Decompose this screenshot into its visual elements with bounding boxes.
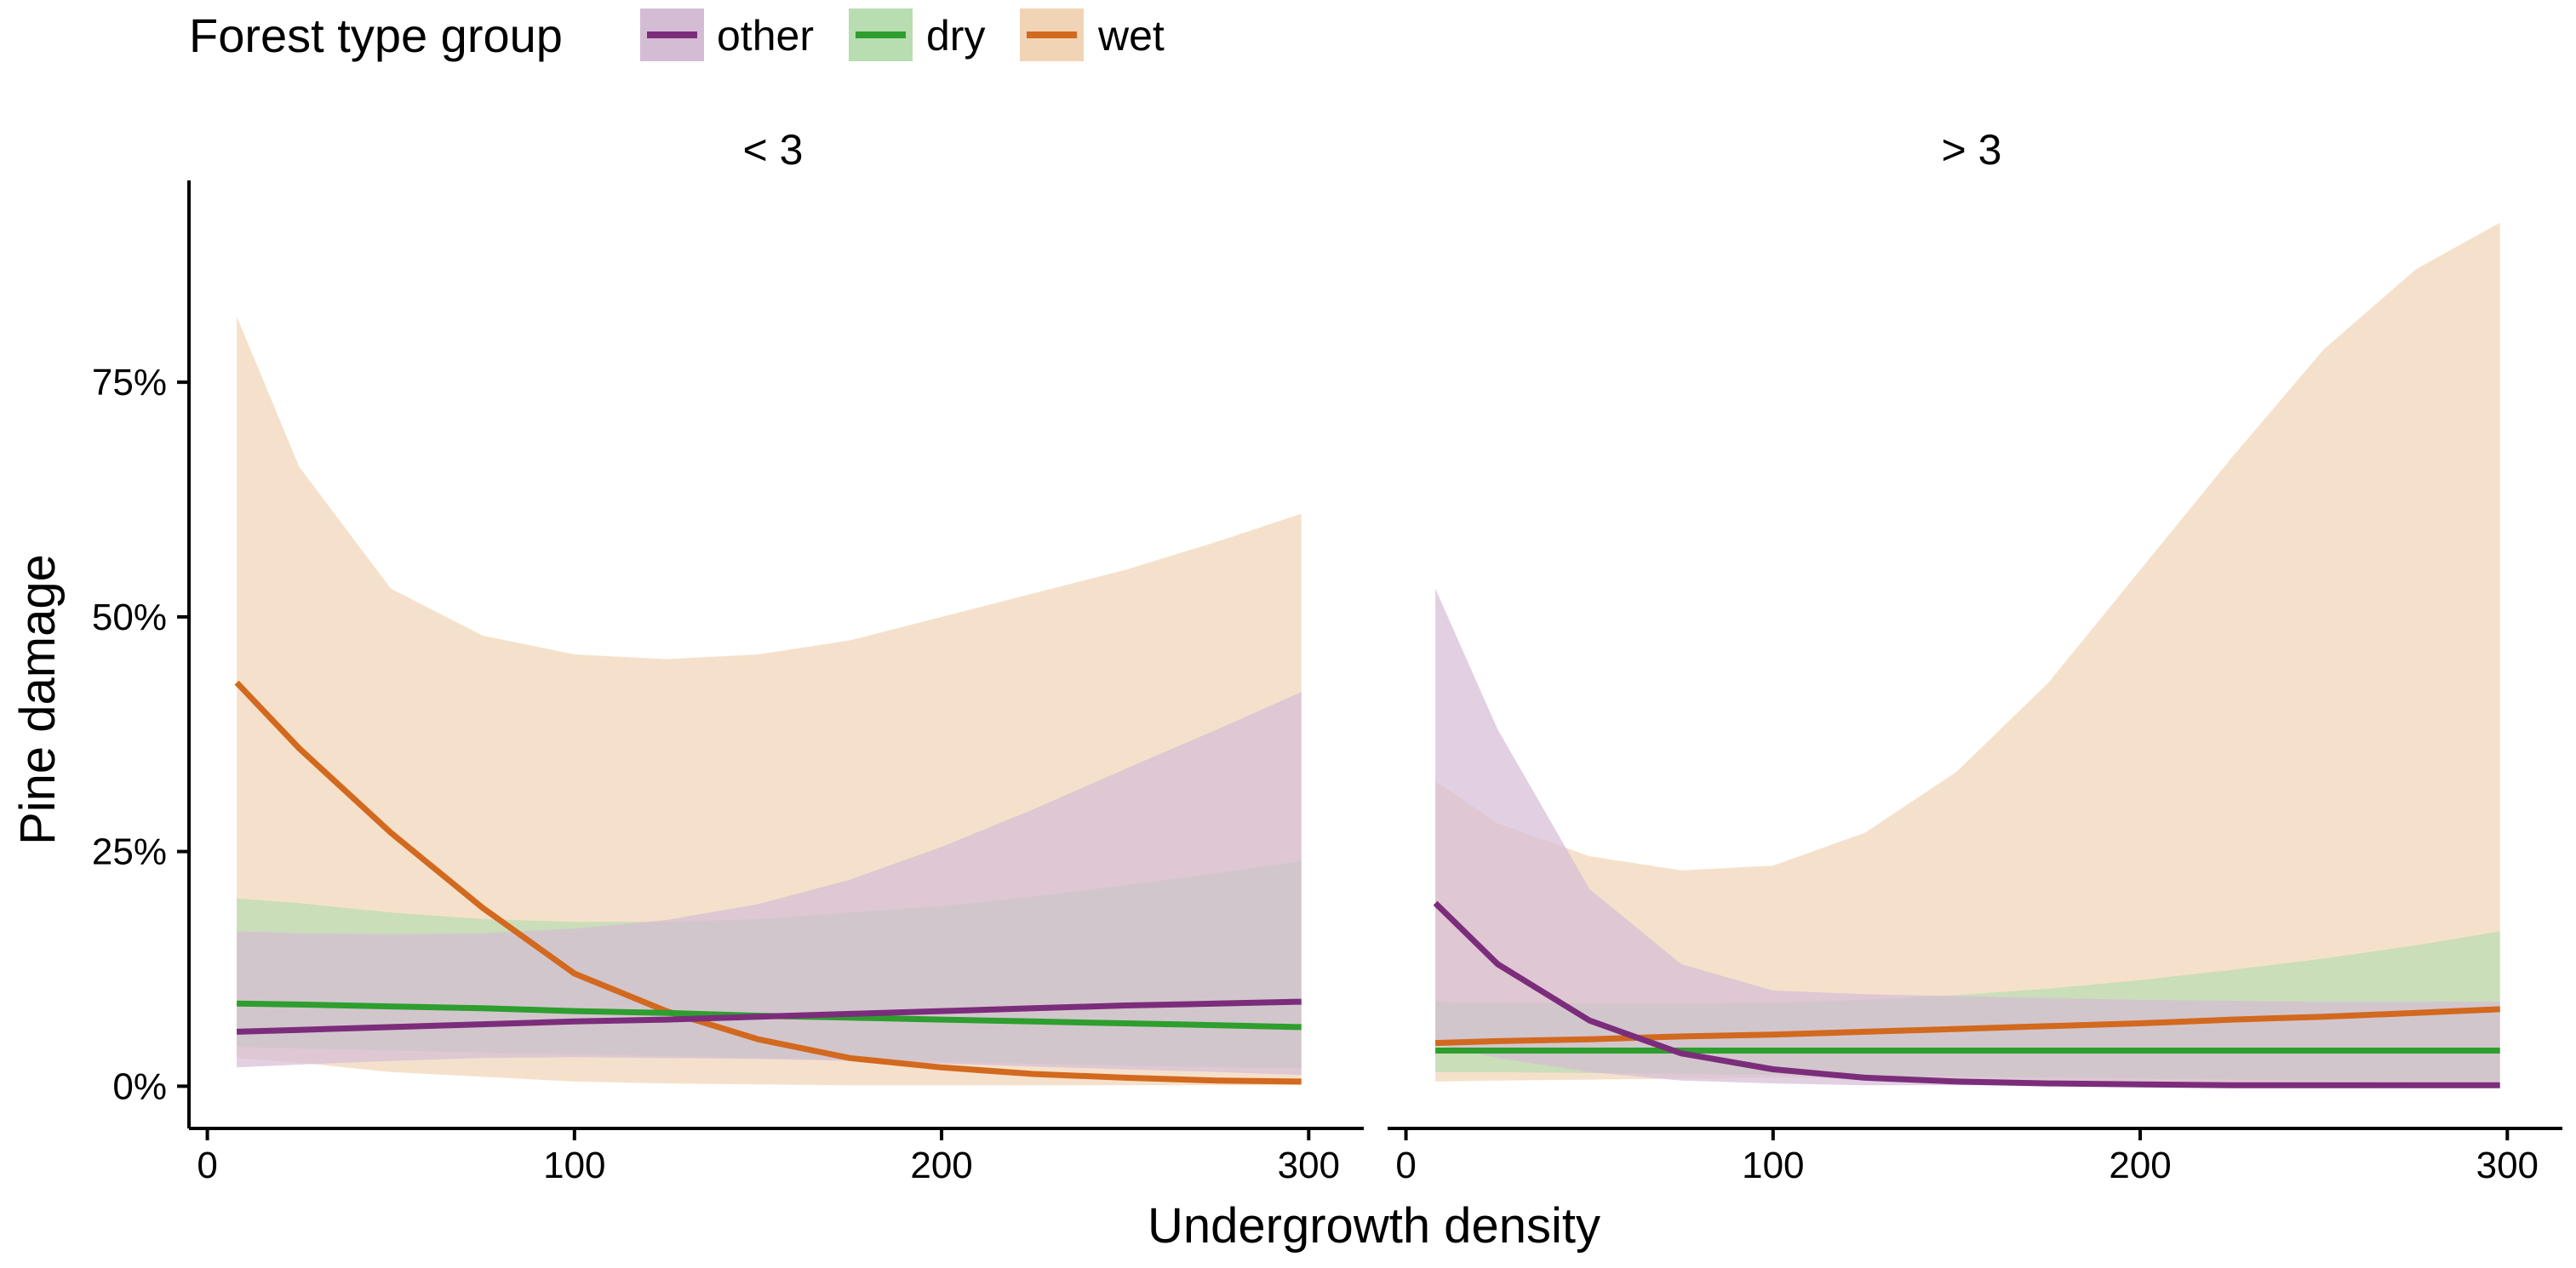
- panel-strip-gt3: > 3: [1942, 126, 2002, 174]
- y-axis-title: Pine damage: [10, 554, 66, 845]
- y-tick-label: 75%: [92, 362, 167, 403]
- y-tick-label: 50%: [92, 597, 167, 638]
- x-tick-label: 200: [910, 1145, 972, 1186]
- x-tick-label: 300: [1278, 1145, 1340, 1186]
- panel-strip-lt3: < 3: [743, 126, 804, 174]
- series-line-other: [1433, 900, 2500, 1088]
- legend-label-other: other: [717, 12, 814, 60]
- legend-label-wet: wet: [1097, 12, 1165, 60]
- ci-ribbon-other: [1435, 588, 2500, 1086]
- legend: Forest type group other dry wet: [189, 9, 1165, 62]
- legend-label-dry: dry: [926, 12, 985, 60]
- x-tick-label: 200: [2109, 1145, 2171, 1186]
- x-tick-label: 0: [1395, 1145, 1416, 1186]
- y-tick-label: 25%: [92, 831, 167, 873]
- x-tick-label: 300: [2476, 1145, 2539, 1186]
- axes: 0 100 200 300 0% 25% 50% 75% 0 100 200 300: [92, 180, 2562, 1186]
- ci-ribbon-other: [237, 692, 1302, 1076]
- legend-title: Forest type group: [189, 9, 563, 62]
- series-line-wet: [1434, 1006, 2500, 1047]
- y-tick-label: 0%: [112, 1065, 167, 1107]
- x-tick-label: 100: [1742, 1145, 1804, 1186]
- panel-lt3: [234, 316, 1302, 1086]
- x-axis-title: Undergrowth density: [1148, 1198, 1600, 1254]
- x-tick-label: 0: [197, 1145, 217, 1186]
- series-line-other: [236, 998, 1302, 1035]
- x-tick-label: 100: [543, 1145, 605, 1186]
- panel-gt3: [1433, 222, 2500, 1088]
- series-line-wet: [234, 680, 1302, 1085]
- ci-ribbon-wet: [1435, 222, 2500, 1085]
